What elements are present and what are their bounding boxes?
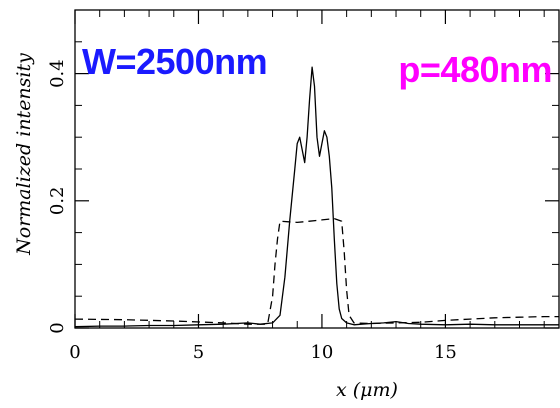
x-axis-title: x (μm)	[336, 379, 398, 401]
x-tick-label: 0	[69, 342, 80, 363]
x-tick-label: 10	[310, 342, 333, 363]
y-tick-label: 0.4	[47, 59, 68, 88]
x-tick-label: 15	[434, 342, 457, 363]
series-line-dashed	[74, 217, 559, 325]
series-line-solid	[74, 66, 559, 328]
y-tick-label: 0	[47, 322, 68, 333]
annotation-width: W=2500nm	[82, 41, 267, 82]
series-layer	[74, 66, 559, 328]
axis-labels: 0 5 10 15 0 0.2 0.4 x (μm) Normalized intensity	[13, 53, 457, 401]
x-tick-label: 5	[193, 342, 204, 363]
y-axis-title: Normalized intensity	[13, 53, 35, 256]
y-tick-label: 0.2	[47, 186, 68, 215]
annotations: W=2500nm p=480nm	[82, 41, 553, 90]
annotation-period: p=480nm	[398, 49, 552, 90]
